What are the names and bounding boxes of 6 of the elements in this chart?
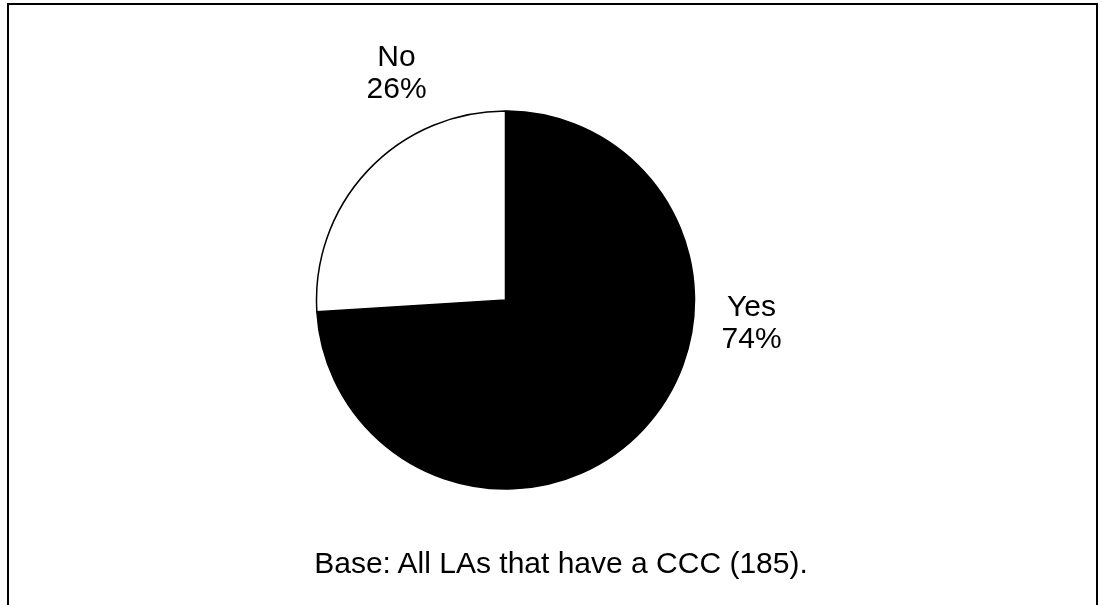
data-label: 74% [721, 321, 782, 355]
data-label: 26% [366, 70, 427, 104]
slice-label: No [377, 38, 416, 72]
text: Base: All LAs that have a CCC (185). [314, 546, 808, 579]
slice-label: Yes [727, 289, 777, 323]
pie-slice [316, 110, 696, 490]
